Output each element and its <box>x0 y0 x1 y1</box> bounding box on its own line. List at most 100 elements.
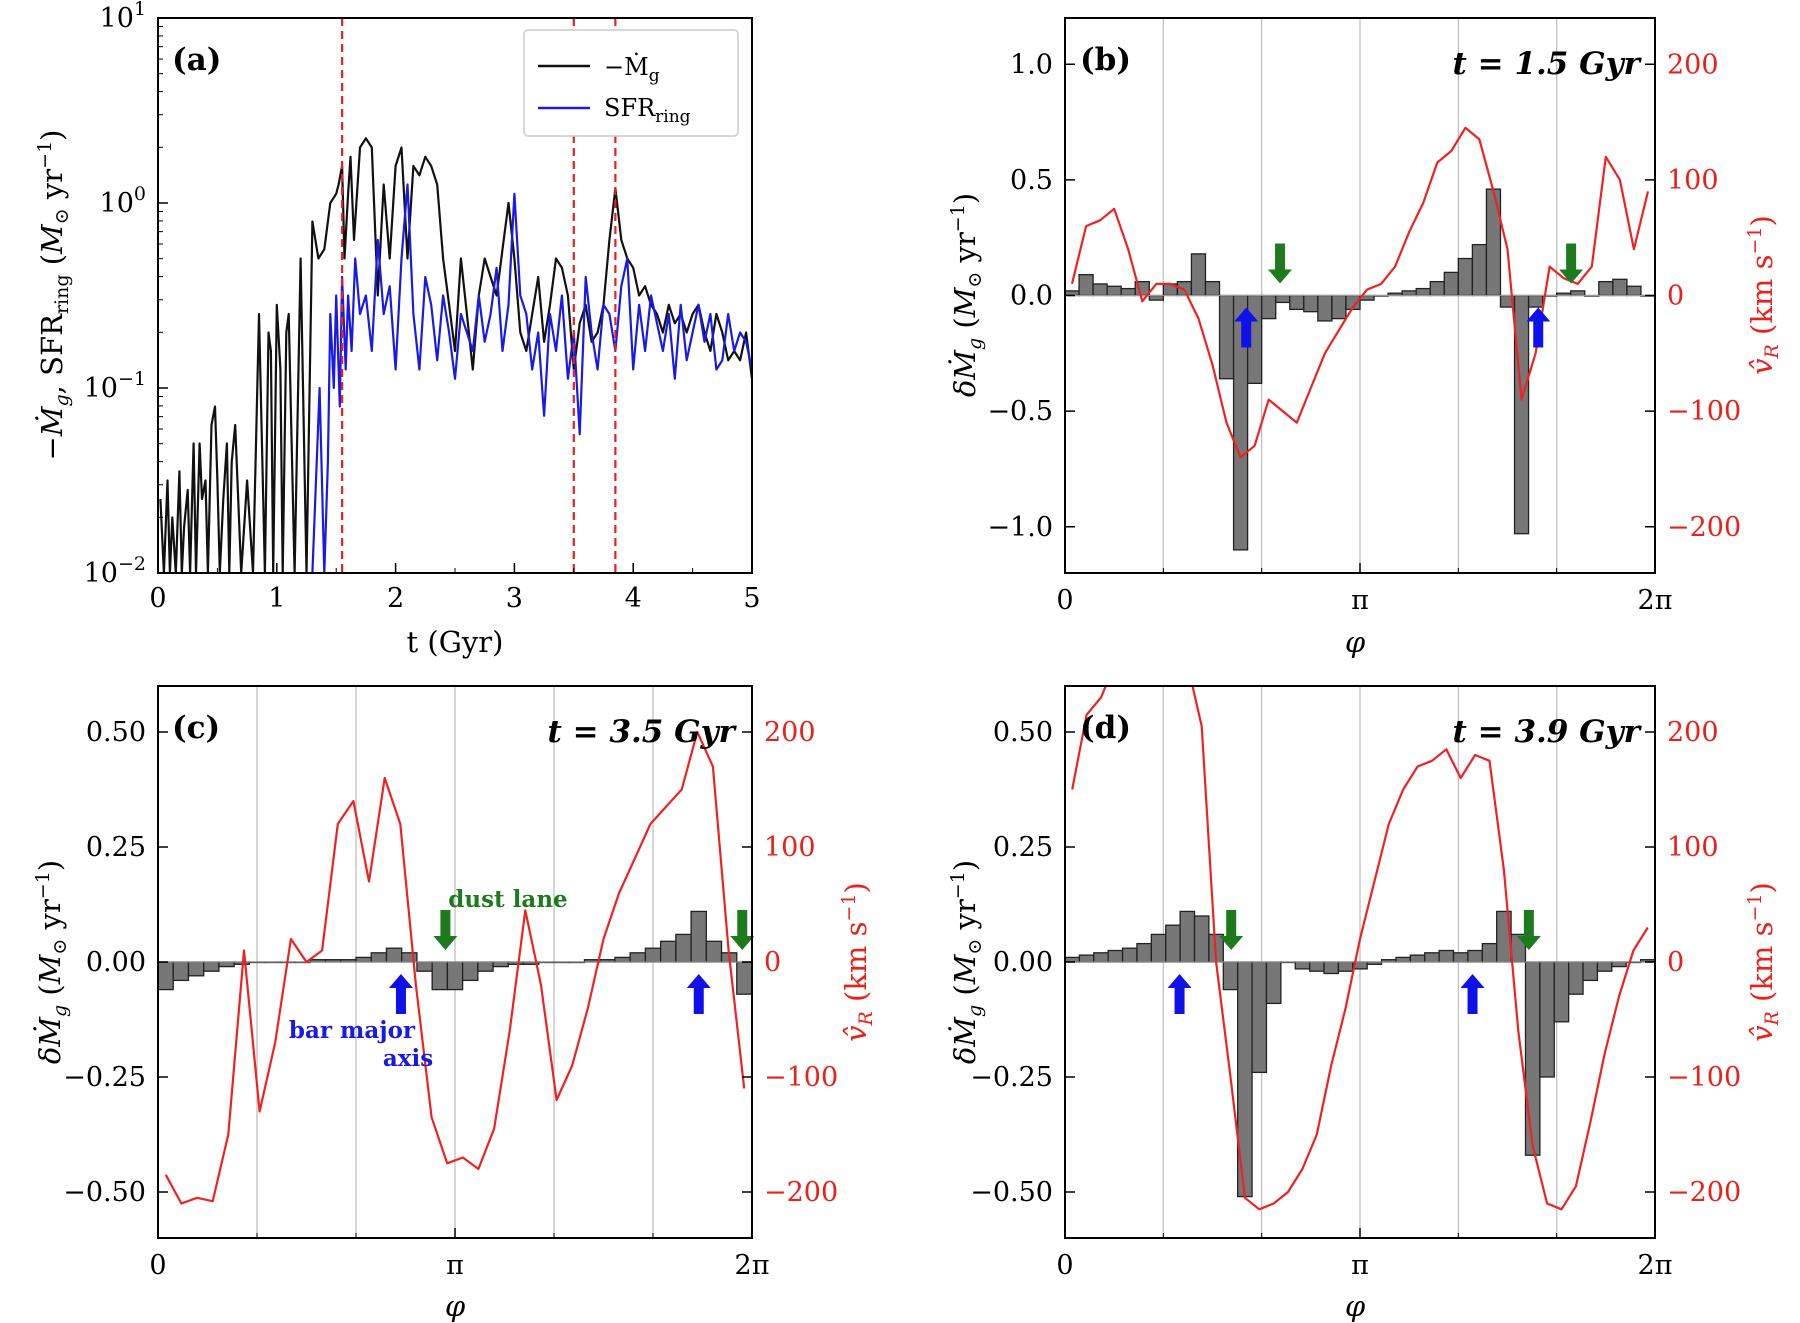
x-tick-label: π <box>446 1250 464 1281</box>
delta-mdot-bar <box>1452 952 1469 963</box>
y2-tick-label: 100 <box>1667 832 1719 863</box>
dust-lane-annotation: dust lane <box>448 886 567 913</box>
y-tick-label: 0.25 <box>86 832 146 863</box>
delta-mdot-bar <box>1527 294 1544 308</box>
panel-c-time: t = 3.5 Gyr <box>548 714 738 750</box>
x-tick-label: 0 <box>1056 585 1073 616</box>
delta-mdot-bar <box>1251 961 1268 1074</box>
delta-mdot-bar <box>1598 280 1614 297</box>
delta-mdot-bar <box>431 961 449 991</box>
delta-mdot-bar <box>1303 294 1319 313</box>
delta-mdot-bar <box>1331 294 1347 320</box>
x-tick-label: 2π <box>1638 1250 1673 1281</box>
delta-mdot-bar <box>1120 287 1136 297</box>
delta-mdot-bar <box>385 947 403 963</box>
x-tick-label: 5 <box>743 583 760 614</box>
x-tick-label: 2π <box>1638 585 1673 616</box>
y-tick-label: −0.50 <box>63 1177 146 1208</box>
y-tick-label: 0.00 <box>86 947 146 978</box>
dust-lane-arrow-icon <box>1268 243 1293 284</box>
delta-mdot-bar <box>1429 280 1445 297</box>
delta-mdot-bar <box>1485 188 1502 297</box>
y2-tick-label: −100 <box>1667 396 1741 427</box>
dust-lane-arrow-icon <box>1219 910 1244 950</box>
x-tick-label: 2 <box>387 583 404 614</box>
delta-mdot-bar <box>1443 271 1459 297</box>
panel-a-ylabel: −Ṁg, SFRring (M⊙ yr−1) <box>34 130 73 461</box>
series-mdot-line <box>159 137 752 573</box>
delta-mdot-bar <box>1337 961 1354 972</box>
y2-tick-label: −200 <box>764 1177 838 1208</box>
axis-annotation: axis <box>383 1045 433 1072</box>
x-tick-label: 4 <box>625 583 642 614</box>
legend-sfr-label: SFRring <box>604 94 691 127</box>
delta-mdot-bar <box>1261 294 1277 320</box>
bar-major-axis-arrow-icon <box>1526 307 1551 348</box>
panel-b-ylabel-right: v̂R (km s−1) <box>1744 215 1783 375</box>
y-tick-label: 0.25 <box>993 832 1053 863</box>
panel-d-ylabel-right: v̂R (km s−1) <box>1744 882 1783 1042</box>
delta-mdot-bar <box>218 961 235 968</box>
radial-velocity-line <box>1070 126 1650 459</box>
bar-major-axis-arrow-icon <box>1167 974 1192 1014</box>
delta-mdot-bar <box>1582 961 1599 982</box>
delta-mdot-bar <box>1218 294 1235 380</box>
delta-mdot-bar <box>1553 961 1570 1023</box>
legend-mdot-label: −Ṁg <box>604 52 660 86</box>
bar-major-axis-arrow-icon <box>388 974 413 1014</box>
y-tick-label: 0.50 <box>993 717 1053 748</box>
delta-mdot-bar <box>172 961 190 982</box>
delta-mdot-bar <box>1612 278 1628 297</box>
y2-tick-label: 200 <box>1667 49 1719 80</box>
delta-mdot-bar <box>736 961 752 995</box>
delta-mdot-bar <box>158 961 174 991</box>
x-tick-label: 1 <box>268 583 285 614</box>
delta-mdot-bar <box>614 956 631 963</box>
delta-mdot-bar <box>1513 294 1530 535</box>
delta-mdot-bar <box>1323 961 1340 975</box>
y-tick-label: 101 <box>100 0 146 34</box>
delta-mdot-bar <box>1438 949 1455 963</box>
x-tick-label: π <box>1351 585 1369 616</box>
y2-tick-label: −200 <box>1667 512 1741 543</box>
delta-mdot-bar <box>1165 924 1181 963</box>
panel-c-label: (c) <box>172 710 220 746</box>
panel-b: 0 π 2π 1.0 0.5 0.0 −0.5 −1.0 200 100 0 −100 −200 (b)… <box>947 17 1783 659</box>
delta-mdot-bar <box>492 961 509 968</box>
delta-mdot-bar <box>446 961 464 991</box>
dust-lane-arrow-icon <box>1516 910 1541 950</box>
y-tick-label: −0.25 <box>970 1062 1053 1093</box>
panel-b-xlabel: φ <box>1345 625 1366 659</box>
delta-mdot-bar <box>1626 285 1642 297</box>
y2-tick-label: 0 <box>1667 281 1684 312</box>
x-tick-label: 3 <box>506 583 523 614</box>
y2-tick-label: −100 <box>764 1062 838 1093</box>
y-tick-label: 0.50 <box>86 717 146 748</box>
delta-mdot-bar <box>1611 961 1627 968</box>
delta-mdot-bar <box>1121 947 1138 963</box>
y-tick-label: −0.25 <box>63 1062 146 1093</box>
delta-mdot-bar <box>1317 294 1333 322</box>
x-tick-label: π <box>1351 1250 1369 1281</box>
delta-mdot-bar <box>1308 961 1325 972</box>
delta-mdot-bar <box>1190 253 1207 297</box>
y2-tick-label: 0 <box>1667 947 1684 978</box>
panel-c: 0 π 2π 0.50 0.25 0.00 −0.25 −0.50 200 100 0 −100 −20… <box>32 685 877 1323</box>
y-tick-label: 100 <box>100 183 146 219</box>
x-tick-label: 0 <box>149 1250 166 1281</box>
delta-mdot-bar <box>1539 961 1555 1078</box>
delta-mdot-bar <box>1106 285 1122 297</box>
delta-mdot-bar <box>1204 280 1221 297</box>
panel-b-label: (b) <box>1080 42 1131 78</box>
delta-mdot-bar <box>187 961 205 977</box>
delta-mdot-bar <box>1107 949 1124 963</box>
bar-major-axis-arrow-icon <box>686 974 711 1014</box>
delta-mdot-bar <box>1289 294 1305 311</box>
y2-tick-label: 100 <box>1667 165 1719 196</box>
delta-mdot-bar <box>1179 910 1196 963</box>
delta-mdot-bar <box>1275 294 1291 304</box>
y2-tick-label: 100 <box>764 832 816 863</box>
delta-mdot-bar <box>461 961 479 982</box>
delta-mdot-bar <box>477 961 494 972</box>
y-tick-label: −0.50 <box>970 1177 1053 1208</box>
